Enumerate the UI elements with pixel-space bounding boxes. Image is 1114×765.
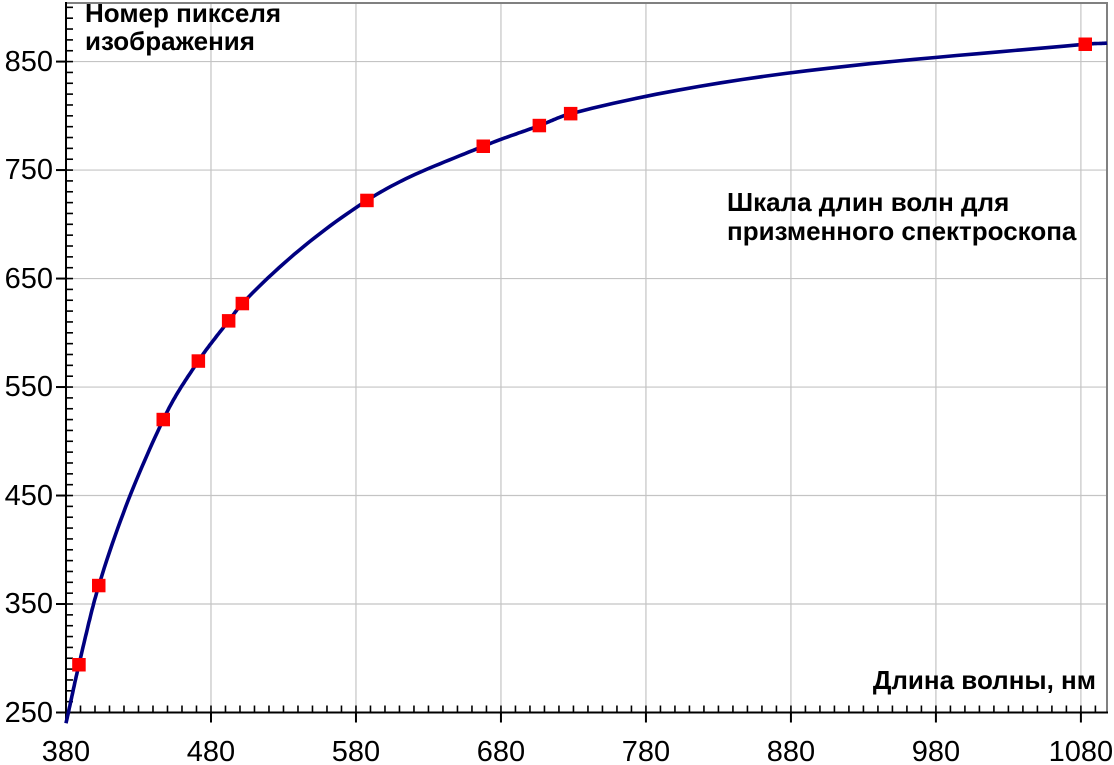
data-points bbox=[72, 37, 1092, 672]
chart-title-line1: Шкала длин волн для bbox=[727, 187, 1010, 217]
x-tick-label-780: 780 bbox=[621, 736, 671, 765]
x-tick-label-580: 580 bbox=[331, 736, 381, 765]
y-tick-label-250: 250 bbox=[4, 696, 53, 729]
y-tick-label-550: 550 bbox=[4, 371, 53, 404]
gridlines bbox=[66, 3, 1107, 713]
chart-title-line2: призменного спектроскопа bbox=[727, 216, 1077, 246]
x-tick-label-380: 380 bbox=[41, 736, 91, 765]
y-tick-label-450: 450 bbox=[4, 479, 53, 512]
data-point-marker bbox=[191, 354, 206, 368]
data-point-marker bbox=[532, 118, 547, 133]
data-point-marker bbox=[72, 658, 86, 672]
data-point-marker bbox=[360, 193, 374, 208]
curve-line bbox=[64, 41, 1108, 724]
x-axis-title: Длина волны, нм bbox=[872, 665, 1096, 695]
x-tick-label-1080: 1080 bbox=[1048, 736, 1114, 765]
y-axis-title: Номер пикселя изображения bbox=[85, 0, 281, 55]
data-point-marker bbox=[221, 314, 236, 328]
data-point-marker bbox=[1078, 37, 1092, 51]
y-axis-title-line1: Номер пикселя bbox=[85, 0, 282, 28]
axes bbox=[65, 2, 1108, 714]
calibration-curve bbox=[64, 41, 1108, 724]
data-point-marker bbox=[92, 578, 106, 593]
y-tick-label-750: 750 bbox=[4, 154, 53, 187]
data-point-marker bbox=[156, 412, 170, 427]
x-tick-label-680: 680 bbox=[476, 736, 526, 765]
plot-frame bbox=[65, 2, 1108, 713]
ticks bbox=[56, 6, 1097, 723]
y-axis-title-line2: изображения bbox=[85, 26, 255, 56]
x-tick-label-880: 880 bbox=[766, 736, 816, 765]
y-tick-label-350: 350 bbox=[4, 588, 53, 620]
data-point-marker bbox=[235, 296, 250, 311]
x-tick-label-480: 480 bbox=[186, 736, 236, 765]
y-tick-label-650: 650 bbox=[4, 262, 53, 295]
y-tick-label-850: 850 bbox=[4, 45, 53, 78]
x-tick-label-980: 980 bbox=[911, 736, 961, 765]
data-point-marker bbox=[563, 106, 578, 121]
data-point-marker bbox=[476, 139, 490, 153]
chart-title-annotation: Шкала длин волн для призменного спектрос… bbox=[727, 188, 1076, 246]
